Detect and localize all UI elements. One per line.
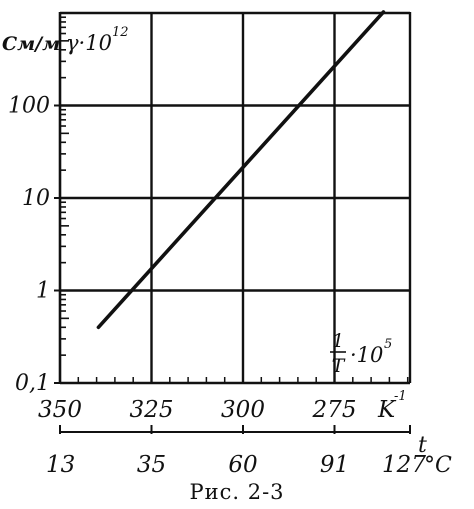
x-label-denominator: T: [332, 355, 346, 377]
x2-tick-label: 91: [320, 452, 349, 478]
series: [96, 10, 386, 330]
x-label-factor: ·10: [350, 343, 383, 367]
x-tick-label: 325: [130, 397, 174, 423]
y-tick-label: 10: [22, 186, 50, 211]
y-tick-label: 100: [8, 94, 50, 119]
x2-tick-label: 127: [382, 452, 426, 478]
x2-tick-label: 13: [46, 452, 75, 478]
figure-caption: Рис. 2-3: [189, 480, 285, 504]
labels: 0,1 1 10 100 См/м γ·10 12 350 325 300 275 K-1 1 T ·10 5…: [2, 25, 452, 478]
x-tick-label: 300: [221, 397, 265, 423]
grid: [60, 11, 412, 383]
axes: [54, 12, 411, 434]
series-line: [96, 10, 386, 330]
x-unit-exponent: -1: [394, 389, 407, 404]
y-tick-label: 0,1: [15, 371, 50, 396]
x-label-exponent: 5: [384, 337, 392, 352]
x-tick-label: 350: [38, 397, 82, 423]
y-axis-label-exponent: 12: [112, 25, 129, 40]
x-tick-label: 275: [312, 397, 357, 423]
x-label-numerator: 1: [332, 330, 344, 352]
x2-tick-label: 60: [228, 452, 257, 478]
x2-axis-label: t: [418, 433, 427, 458]
y-tick-label: 1: [36, 279, 50, 304]
y-axis-label: γ·10: [66, 31, 112, 55]
x-unit-label: K: [377, 397, 397, 423]
x2-tick-label: 35: [137, 452, 166, 478]
y-unit-label: См/м: [2, 33, 60, 55]
x2-unit-label: °C: [424, 453, 452, 478]
